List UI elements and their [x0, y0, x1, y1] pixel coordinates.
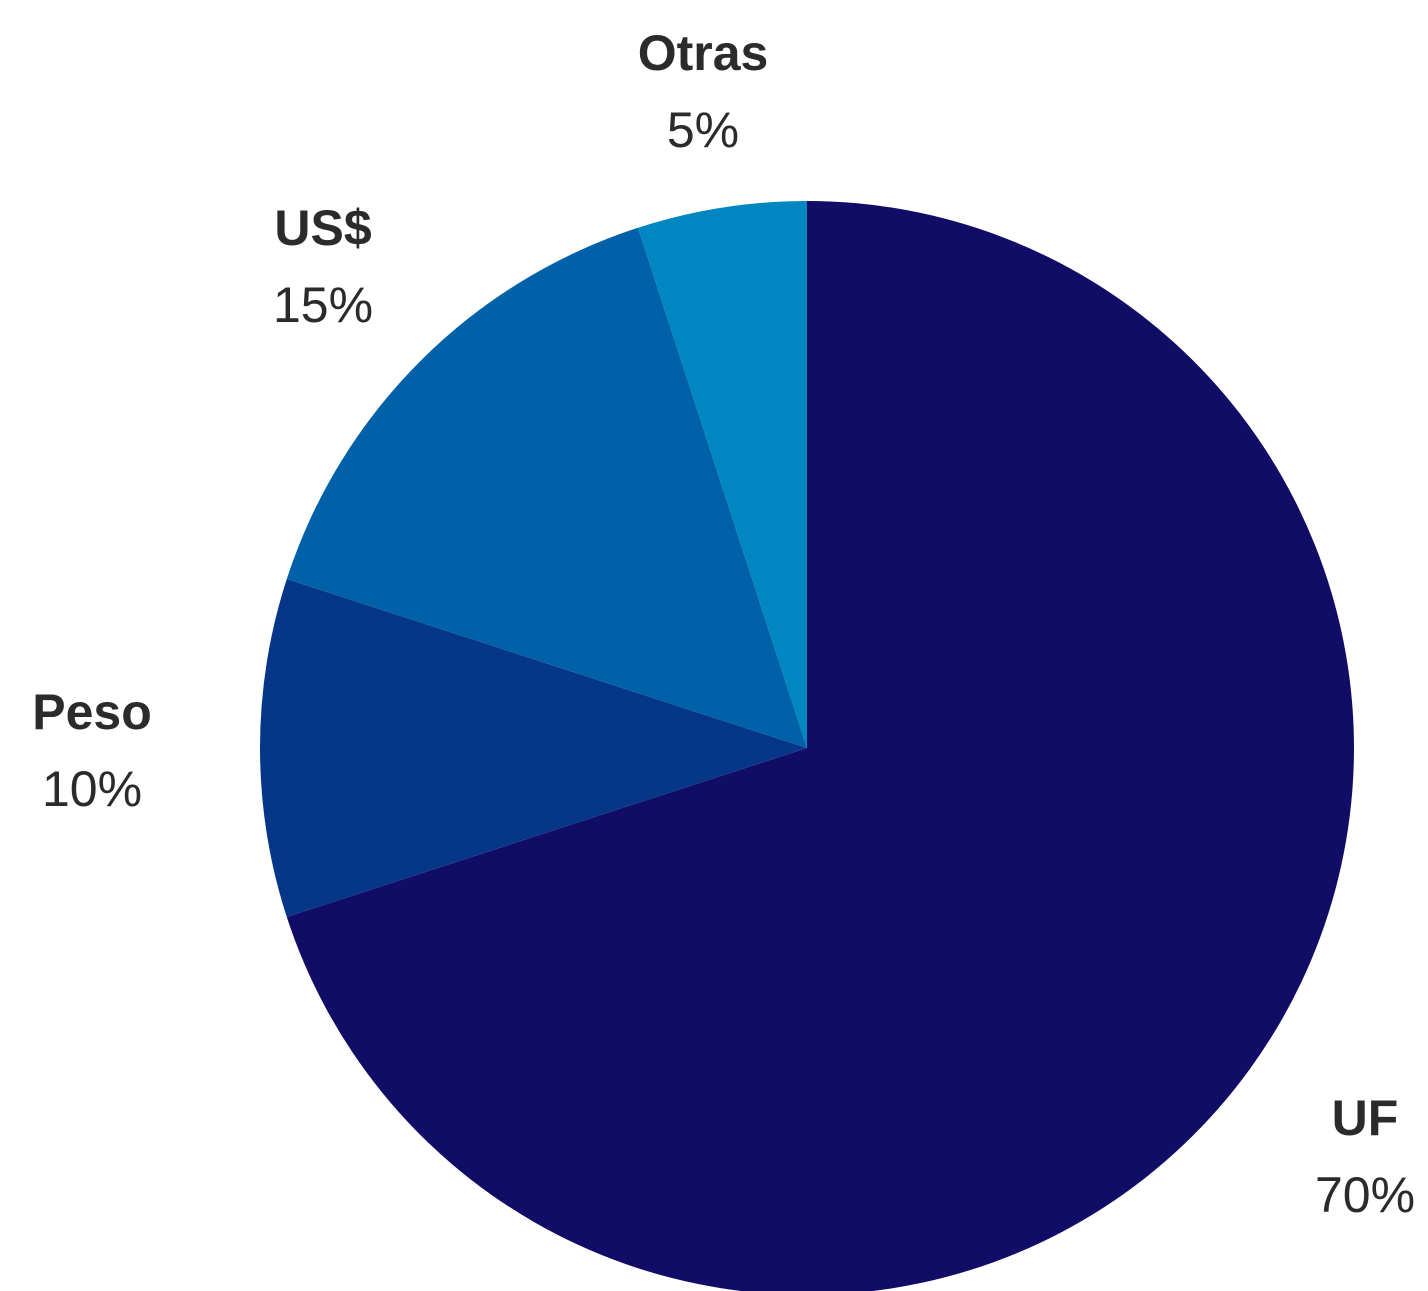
slice-value-usd: 15%: [273, 277, 373, 333]
slice-label-uf: UF: [1332, 1090, 1399, 1146]
slice-label-otras: Otras: [638, 25, 769, 81]
slice-label-peso: Peso: [32, 684, 152, 740]
slice-label-usd: US$: [274, 200, 371, 256]
slice-value-otras: 5%: [667, 102, 739, 158]
slice-value-peso: 10%: [42, 761, 142, 817]
slice-value-uf: 70%: [1315, 1167, 1415, 1223]
pie-slices: [260, 201, 1354, 1291]
